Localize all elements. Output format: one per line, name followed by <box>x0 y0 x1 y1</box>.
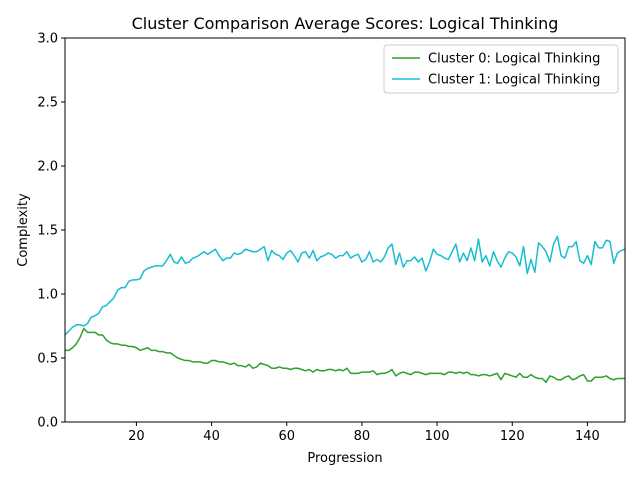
legend: Cluster 0: Logical Thinking Cluster 1: Lo… <box>383 44 619 94</box>
y-tick-label: 1.0 <box>37 288 58 303</box>
y-tick-label: 3.0 <box>37 32 58 47</box>
legend-label-cluster-0: Cluster 0: Logical Thinking <box>428 52 600 67</box>
plot-lines <box>64 235 626 384</box>
x-axis-label: Progression <box>307 451 382 466</box>
x-tick-label: 40 <box>203 429 220 444</box>
x-tick-label: 100 <box>425 429 450 444</box>
x-tick-label: 80 <box>354 429 371 444</box>
chart-title: Cluster Comparison Average Scores: Logic… <box>132 14 559 33</box>
y-axis-label: Complexity <box>16 193 31 267</box>
y-tick-label: 1.5 <box>37 224 58 239</box>
y-tick-label: 0.0 <box>37 416 58 431</box>
series-line-cluster-0 <box>65 327 625 384</box>
legend-box <box>383 44 619 94</box>
series-line-cluster-1 <box>64 235 626 336</box>
x-tick-label: 140 <box>575 429 600 444</box>
x-tick-label: 60 <box>278 429 295 444</box>
y-tick-label: 2.0 <box>37 160 58 175</box>
y-tick-label: 0.5 <box>37 352 58 367</box>
x-tick-label: 20 <box>128 429 145 444</box>
y-tick-label: 2.5 <box>37 96 58 111</box>
x-tick-label: 120 <box>500 429 525 444</box>
plot-frame <box>64 37 626 423</box>
x-axis: 20 40 60 80 100 120 140 <box>128 422 600 444</box>
y-axis: 0.0 0.5 1.0 1.5 2.0 2.5 3.0 <box>37 32 65 431</box>
legend-label-cluster-1: Cluster 1: Logical Thinking <box>428 73 600 88</box>
